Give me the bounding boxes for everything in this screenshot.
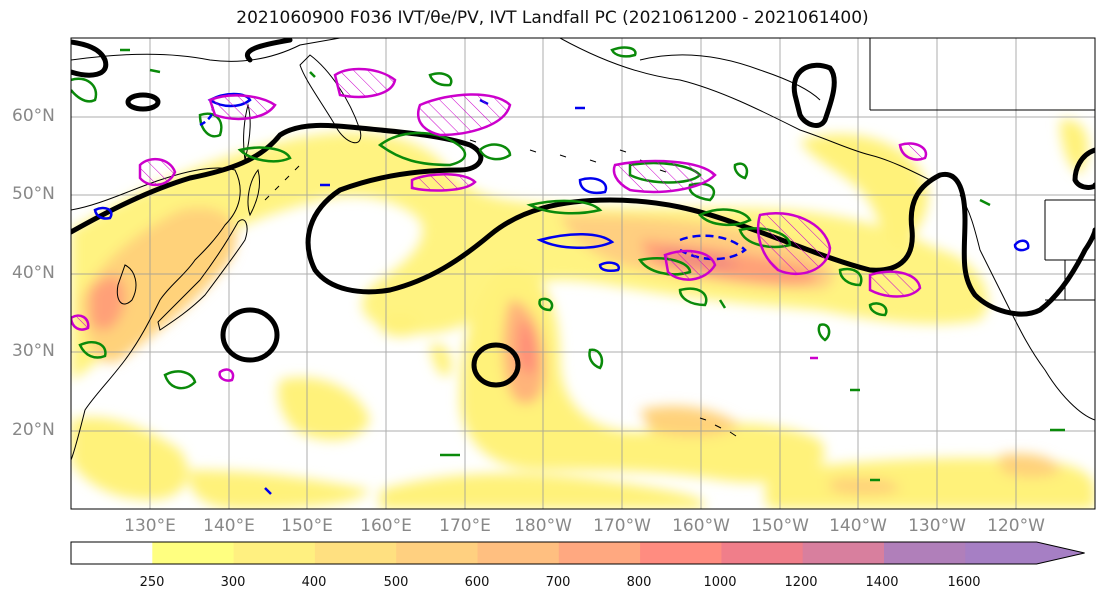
- lon-label-150e: 150°E: [281, 516, 333, 536]
- colorbar-segment: [558, 542, 641, 564]
- colorbar-label-1000: 1000: [703, 575, 737, 590]
- lon-label-160w: 160°W: [672, 516, 730, 536]
- lon-label-140w: 140°W: [829, 516, 887, 536]
- chart-title: 2021060900 F036 IVT/θe/PV, IVT Landfall …: [236, 8, 869, 28]
- lat-label-20n: 20°N: [12, 420, 55, 440]
- colorbar-segment: [477, 542, 560, 564]
- map-frame: [70, 37, 1096, 510]
- colorbar-label-1400: 1400: [865, 575, 899, 590]
- colorbar-segment: [884, 542, 966, 564]
- lon-label-130w: 130°W: [908, 516, 966, 536]
- colorbar-segment: [396, 542, 478, 564]
- colorbar-label-400: 400: [301, 575, 327, 590]
- colorbar-label-1200: 1200: [784, 575, 818, 590]
- lon-label-150w: 150°W: [751, 516, 809, 536]
- colorbar-label-1600: 1600: [947, 575, 981, 590]
- lat-label-50n: 50°N: [12, 184, 55, 204]
- colorbar-segment: [640, 542, 722, 564]
- colorbar-label-800: 800: [626, 575, 652, 590]
- pv-contour: [71, 38, 1095, 388]
- colorbar-segment: [721, 542, 804, 564]
- colorbar-segment: [314, 542, 397, 564]
- colorbar-label-500: 500: [383, 575, 409, 590]
- lon-label-130e: 130°E: [124, 516, 176, 536]
- colorbar-label-700: 700: [545, 575, 571, 590]
- colorbar: [70, 541, 1085, 565]
- colorbar-segment: [71, 542, 153, 564]
- colorbar-outline: [70, 541, 1085, 565]
- colorbar-segment: [802, 542, 885, 564]
- colorbar-segment: [965, 542, 1085, 564]
- lat-label-30n: 30°N: [12, 341, 55, 361]
- lon-label-170w: 170°W: [593, 516, 651, 536]
- graticule: [71, 38, 1095, 509]
- lon-label-140e: 140°E: [203, 516, 255, 536]
- colorbar-label-300: 300: [220, 575, 246, 590]
- ivt-landfall-pc: [71, 67, 928, 382]
- lon-label-170e: 170°E: [439, 516, 491, 536]
- coastlines: [71, 38, 1095, 461]
- lon-label-180w: 180°W: [514, 516, 572, 536]
- colorbar-segment: [152, 542, 235, 564]
- colorbar-label-600: 600: [464, 575, 490, 590]
- lat-label-60n: 60°N: [12, 106, 55, 126]
- lon-label-160e: 160°E: [360, 516, 412, 536]
- colorbar-label-250: 250: [139, 575, 165, 590]
- lat-label-40n: 40°N: [12, 263, 55, 283]
- lon-label-120w: 120°W: [987, 516, 1045, 536]
- colorbar-segment: [233, 542, 316, 564]
